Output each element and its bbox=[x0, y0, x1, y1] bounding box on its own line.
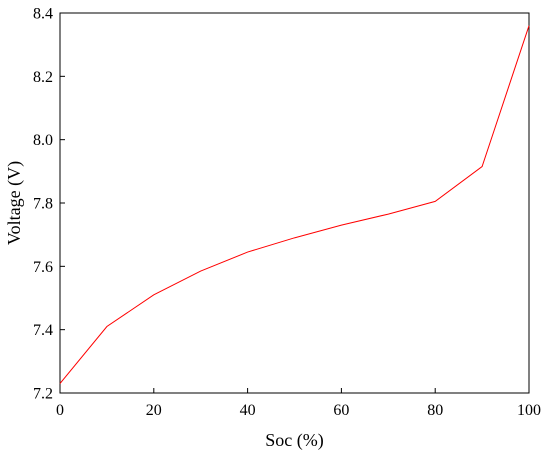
y-axis-ticks: 7.2 7.4 7.6 7.8 8.0 8.2 8.4 bbox=[33, 6, 65, 403]
x-tick-label: 0 bbox=[56, 402, 64, 419]
voltage-series-line bbox=[59, 25, 530, 384]
x-tick-label: 60 bbox=[333, 402, 349, 419]
series-layer bbox=[59, 25, 530, 384]
y-axis-title: Voltage (V) bbox=[4, 161, 25, 245]
x-tick-label: 100 bbox=[517, 402, 541, 419]
y-tick-label: 7.6 bbox=[33, 259, 53, 276]
y-tick-label: 8.0 bbox=[33, 132, 53, 149]
y-tick-label: 7.4 bbox=[33, 322, 53, 339]
plot-frame bbox=[59, 12, 530, 394]
y-tick-label: 8.2 bbox=[33, 69, 53, 86]
y-tick-label: 7.8 bbox=[33, 196, 53, 213]
y-tick-label: 7.2 bbox=[33, 386, 53, 403]
x-tick-label: 20 bbox=[146, 402, 162, 419]
x-axis-title: Soc (%) bbox=[265, 430, 323, 451]
x-tick-label: 80 bbox=[427, 402, 443, 419]
y-tick-label: 8.4 bbox=[33, 6, 53, 23]
x-axis-ticks: 0 20 40 60 80 100 bbox=[56, 388, 541, 419]
x-tick-label: 40 bbox=[240, 402, 256, 419]
